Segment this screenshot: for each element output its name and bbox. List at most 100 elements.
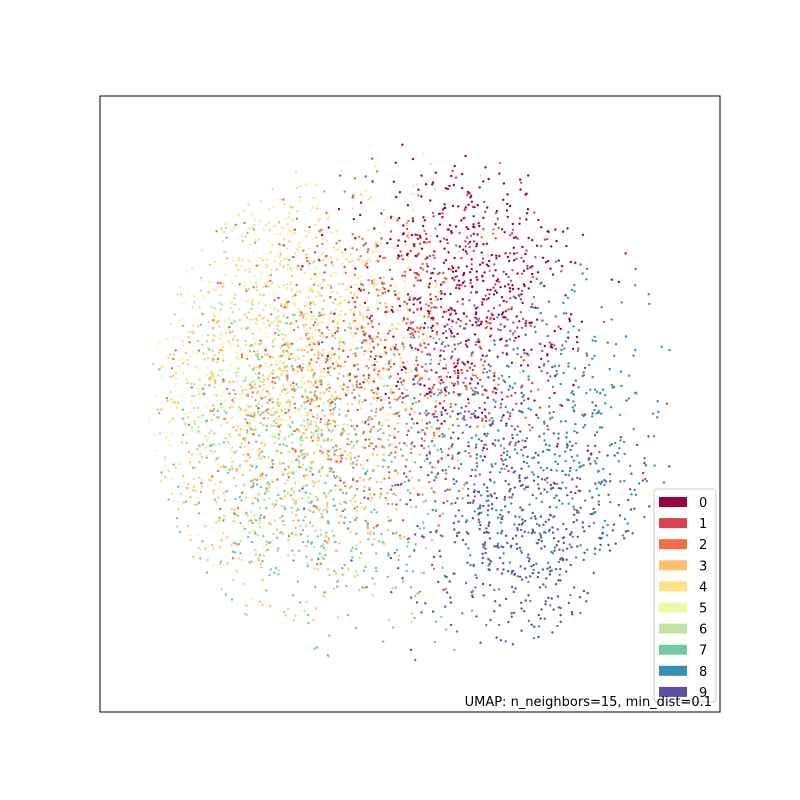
scatter-point-class-6 [286, 344, 289, 348]
scatter-point-class-1 [353, 364, 357, 367]
scatter-point-class-0 [511, 284, 514, 287]
scatter-point-class-3 [339, 514, 342, 518]
scatter-point-class-2 [423, 439, 426, 442]
scatter-point-class-5 [163, 459, 167, 462]
scatter-point-class-7 [160, 471, 163, 474]
scatter-point-class-9 [500, 572, 504, 575]
scatter-point-class-6 [239, 539, 243, 543]
scatter-point-class-3 [410, 612, 413, 615]
scatter-point-class-2 [507, 417, 511, 421]
scatter-point-class-3 [389, 391, 393, 394]
scatter-point-class-0 [482, 216, 485, 220]
scatter-point-class-9 [486, 509, 490, 512]
scatter-point-class-3 [390, 443, 393, 446]
scatter-point-class-6 [234, 371, 237, 375]
scatter-point-class-7 [453, 648, 456, 652]
scatter-point-class-8 [456, 380, 460, 383]
scatter-point-class-8 [414, 658, 417, 662]
scatter-point-class-8 [504, 640, 507, 643]
scatter-point-class-5 [245, 435, 248, 439]
scatter-point-class-3 [275, 528, 279, 531]
scatter-point-class-8 [633, 488, 636, 492]
scatter-point-class-1 [462, 327, 466, 330]
scatter-point-class-2 [291, 368, 295, 371]
scatter-point-class-3 [204, 525, 207, 528]
scatter-point-class-3 [221, 285, 224, 288]
scatter-point-class-0 [413, 244, 416, 248]
scatter-point-class-1 [471, 368, 475, 372]
scatter-point-class-1 [433, 306, 436, 309]
scatter-point-class-4 [331, 353, 334, 356]
scatter-point-class-2 [406, 317, 409, 321]
scatter-point-class-6 [263, 384, 266, 387]
scatter-point-class-6 [258, 507, 262, 510]
scatter-point-class-9 [648, 505, 651, 508]
scatter-point-class-3 [303, 515, 306, 518]
scatter-point-class-8 [588, 490, 591, 493]
scatter-point-class-9 [531, 572, 534, 575]
scatter-point-class-1 [546, 334, 549, 338]
scatter-point-class-0 [500, 313, 504, 316]
scatter-point-class-0 [475, 276, 478, 279]
scatter-point-class-1 [310, 310, 313, 314]
scatter-point-class-0 [528, 321, 531, 325]
scatter-point-class-0 [462, 312, 465, 315]
scatter-point-class-8 [491, 420, 495, 423]
scatter-point-class-0 [512, 236, 516, 239]
scatter-point-class-3 [302, 323, 305, 327]
scatter-point-class-8 [609, 406, 613, 409]
scatter-point-class-9 [469, 474, 473, 478]
scatter-point-class-1 [497, 328, 500, 331]
scatter-point-class-0 [411, 217, 415, 220]
scatter-point-class-7 [312, 510, 315, 514]
scatter-point-class-3 [258, 366, 262, 369]
scatter-point-class-3 [160, 408, 163, 411]
scatter-point-class-8 [548, 405, 551, 408]
scatter-point-class-0 [358, 287, 361, 290]
scatter-point-class-0 [481, 354, 484, 357]
scatter-point-class-0 [431, 271, 434, 275]
scatter-point-class-5 [267, 401, 271, 404]
scatter-point-class-2 [435, 333, 439, 336]
scatter-point-class-5 [212, 315, 216, 319]
scatter-point-class-5 [337, 318, 341, 322]
scatter-point-class-1 [400, 381, 403, 384]
scatter-point-class-6 [247, 311, 250, 314]
scatter-point-class-8 [652, 435, 656, 438]
scatter-point-class-2 [351, 233, 354, 236]
scatter-point-class-8 [426, 353, 429, 356]
scatter-point-class-4 [243, 209, 246, 213]
scatter-point-class-0 [474, 307, 478, 310]
scatter-point-class-9 [449, 436, 453, 440]
scatter-point-class-0 [519, 188, 522, 191]
scatter-point-class-4 [285, 287, 288, 290]
scatter-point-class-9 [552, 537, 556, 540]
scatter-point-class-2 [335, 397, 338, 400]
scatter-point-class-0 [426, 265, 429, 268]
scatter-point-class-9 [557, 540, 560, 543]
scatter-point-class-1 [465, 252, 469, 255]
scatter-point-class-9 [556, 528, 559, 531]
scatter-point-class-5 [252, 458, 256, 461]
scatter-point-class-9 [490, 503, 494, 506]
scatter-point-class-2 [310, 348, 313, 352]
scatter-point-class-1 [459, 325, 462, 328]
scatter-point-class-2 [476, 425, 479, 428]
scatter-point-class-0 [471, 285, 474, 288]
scatter-point-class-6 [192, 478, 196, 481]
scatter-point-class-1 [501, 351, 505, 354]
scatter-point-class-1 [379, 276, 382, 280]
scatter-point-class-4 [407, 267, 410, 270]
scatter-point-class-6 [371, 594, 374, 597]
scatter-point-class-0 [440, 422, 443, 425]
scatter-point-class-2 [389, 365, 392, 369]
scatter-point-class-0 [450, 331, 453, 335]
scatter-point-class-6 [323, 423, 327, 426]
scatter-point-class-7 [317, 314, 321, 317]
scatter-point-class-8 [439, 534, 443, 537]
scatter-point-class-4 [336, 291, 339, 295]
scatter-point-class-6 [231, 460, 234, 463]
scatter-point-class-0 [500, 337, 503, 340]
scatter-point-class-9 [547, 379, 550, 382]
scatter-point-class-2 [346, 386, 349, 389]
